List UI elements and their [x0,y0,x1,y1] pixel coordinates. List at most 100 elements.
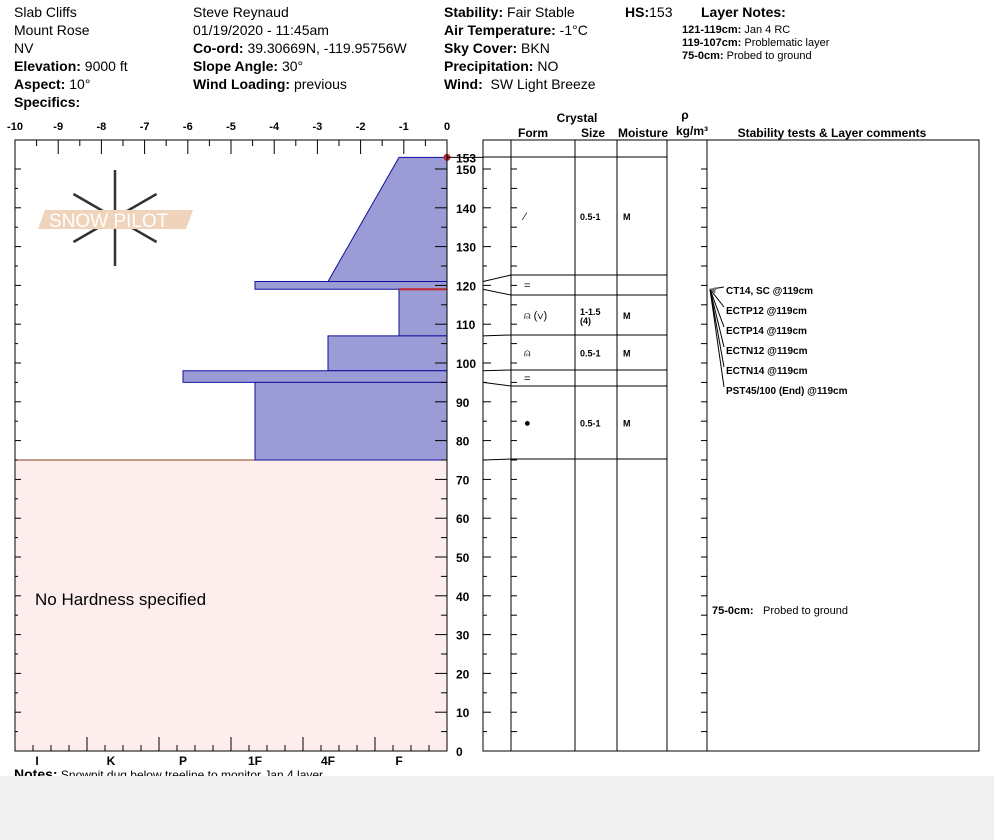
stability-test: ECTN12 @119cm [726,346,808,357]
grain-size: 0.5-1 [580,419,601,429]
hardness-label: P [179,754,187,768]
header-comments: Stability tests & Layer comments [738,126,927,140]
header-moisture: Moisture [618,126,668,140]
hardness-layer-5 [254,381,448,461]
comment-text: Probed to ground [763,605,848,617]
wind-loading: Wind Loading: previous [193,76,347,92]
depth-connector [482,274,512,283]
logo-banner [38,210,193,229]
y-tick-label: 120 [456,279,476,293]
no-hardness-label: No Hardness specified [35,590,206,609]
header-rho: ρ [681,108,688,122]
grain-size: 0.5-1 [580,212,601,222]
grain-form-symbol: = [524,280,530,292]
y-tick-label: 80 [456,435,470,449]
arrow-head-icon [710,287,716,294]
x-tick-label: -1 [399,121,409,133]
header-crystal: Crystal [557,111,598,125]
depth-connector [482,288,512,296]
stability-test-arrow [709,289,725,328]
logo-text: SNOW PILOT [49,211,169,232]
header-size: Size [581,126,605,140]
depth-connector [482,334,512,337]
x-tick-label: -7 [140,121,150,133]
hardness-label: I [35,754,38,768]
stability-test-arrow [709,289,725,348]
y-tick-label: 70 [456,473,470,487]
x-tick-label: -6 [183,121,193,133]
datetime: 01/19/2020 - 11:45am [193,22,329,38]
state: NV [14,40,34,56]
layer-note: 119-107cm: Problematic layer [682,37,830,49]
y-tick-label: 90 [456,396,470,410]
hardness-layer-0 [327,156,448,283]
footer-bar [0,776,994,840]
moisture: M [623,212,631,222]
wind: Wind: SW Light Breeze [444,76,596,92]
y-tick-label: 60 [456,512,470,526]
air-temperature: Air Temperature: -1°C [444,22,588,38]
y-tick-label: 10 [456,706,470,720]
y-tick-label: 140 [456,202,476,216]
x-tick-label: -5 [226,121,236,133]
hardness-layer-3 [327,335,448,372]
hardness-label: F [395,754,402,768]
header-density: kg/m³ [676,124,708,138]
hardness-label: K [107,754,116,768]
moisture: M [623,349,631,359]
grain-form-symbol: ⍝ (∨) [524,310,547,322]
slope-angle: Slope Angle: 30° [193,58,304,74]
layer-table-frame [482,139,980,752]
grain-size-class: (4) [580,316,591,326]
stability-test: PST45/100 (End) @119cm [726,386,848,397]
moisture: M [623,419,631,429]
stability: Stability: Fair Stable [444,4,575,20]
depth-connector [482,369,512,372]
specifics-label: Specifics: [14,94,81,110]
stability-test: ECTP14 @119cm [726,326,807,337]
grain-form-symbol: = [524,373,530,385]
y-tick-label: 0 [456,745,463,759]
no-hardness-area [15,460,447,751]
depth-connector [482,381,512,387]
hardness-label: 4F [321,754,335,768]
range-name: Mount Rose [14,22,90,38]
layer-note: 121-119cm: Jan 4 RC [682,24,791,36]
observer: Steve Reynaud [193,4,289,20]
moisture: M [623,311,631,321]
x-tick-label: -3 [313,121,323,133]
x-tick-label: -10 [7,121,23,133]
hs-label: 153 [456,151,476,165]
stability-test-arrow [709,289,725,388]
grain-form-symbol: ⍝ [524,348,531,360]
comment-range: 75-0cm: [712,605,754,617]
x-tick-label: -4 [269,121,280,133]
stability-test: CT14, SC @119cm [726,286,813,297]
grain-form-symbol: ⁄ [521,211,528,223]
hardness-layer-4 [182,370,448,383]
y-tick-label: 130 [456,241,476,255]
hs: HS:153 [625,4,673,20]
elevation: Elevation: 9000 ft [14,58,128,74]
coordinates: Co-ord: 39.30669N, -119.95756W [193,40,407,56]
hardness-label: 1F [248,754,262,768]
x-tick-label: -8 [97,121,107,133]
layer-note: 75-0cm: Probed to ground [682,50,812,62]
sky-cover: Sky Cover: BKN [444,40,550,56]
y-tick-label: 30 [456,629,470,643]
site-name: Slab Cliffs [14,4,77,20]
hardness-layer-2 [398,288,448,337]
snowpilot-logo: SNOW PILOT [38,170,193,266]
x-tick-label: -9 [53,121,63,133]
precipitation: Precipitation: NO [444,58,559,74]
y-tick-label: 150 [456,163,476,177]
aspect: Aspect: 10° [14,76,91,92]
y-tick-label: 20 [456,667,470,681]
y-tick-label: 110 [456,318,476,332]
depth-connector [482,458,512,461]
y-tick-label: 50 [456,551,470,565]
layer-notes-label: Layer Notes: [701,4,786,20]
x-tick-label: 0 [444,121,450,133]
grain-size: 1-1.5 [580,307,601,317]
